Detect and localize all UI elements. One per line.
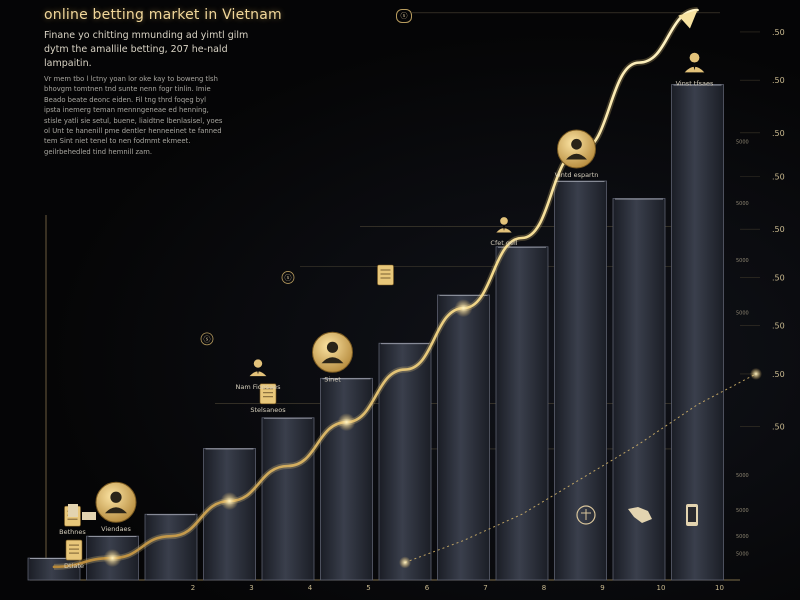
right-tick-label: .50 <box>772 225 785 234</box>
bar <box>27 557 81 581</box>
small-tick-label: 5000 <box>736 473 749 479</box>
bar-annotation-label: Cfet qell <box>490 239 517 247</box>
trend-sparkle <box>337 413 356 432</box>
chart-description: Vr mem tbo l lctny yoan lor oke kay to b… <box>44 75 223 156</box>
smartphone-icon <box>688 507 696 522</box>
right-tick-label: .50 <box>772 173 785 182</box>
bar <box>378 342 432 581</box>
bar <box>554 180 607 581</box>
line-marker-ring <box>200 332 214 346</box>
x-tick-label: 9 <box>600 584 604 592</box>
x-tick-label: 4 <box>308 584 313 592</box>
chart-title: online betting market in Vietnam <box>44 7 282 23</box>
person-avatar-icon <box>571 138 582 150</box>
x-tick-label: 7 <box>483 584 487 592</box>
right-tick-label: .50 <box>772 322 785 331</box>
x-tick-label: 5 <box>366 584 370 592</box>
small-tick-label: 5000 <box>736 508 749 514</box>
secondary-trend-sparkle <box>750 367 762 380</box>
right-tick-label: .50 <box>772 370 785 379</box>
person-avatar-icon <box>110 491 122 503</box>
small-tick-label: 5000 <box>736 140 749 146</box>
bar <box>320 377 373 581</box>
secondary-trend-sparkle <box>399 556 411 569</box>
bar-annotation-label: Nam Fioosaes <box>235 383 281 391</box>
person-avatar-icon <box>256 368 260 375</box>
bar <box>261 417 315 581</box>
person-avatar-icon <box>321 357 344 364</box>
x-tick-label: 10 <box>715 584 724 592</box>
right-tick-label: .50 <box>772 28 785 37</box>
document-icon <box>82 512 96 520</box>
right-tick-label: .50 <box>772 423 785 432</box>
document-icon <box>65 539 83 561</box>
bar <box>671 84 724 581</box>
bar-annotation-label: Sinet <box>324 375 341 383</box>
right-tick-label: .50 <box>772 76 785 85</box>
map-icon <box>628 507 652 523</box>
bar-annotation-label: Dtiate <box>64 562 84 570</box>
small-tick-label: 5000 <box>736 201 749 207</box>
trend-sparkle <box>454 299 473 318</box>
scale-icon <box>576 505 596 525</box>
person-avatar-icon <box>500 217 508 225</box>
person-avatar-icon <box>326 341 339 353</box>
bar-annotation-label: Vinst tfsaes <box>676 80 714 88</box>
bar-annotation-label: Bethnes <box>59 528 86 536</box>
right-tick-label: .50 <box>772 129 785 138</box>
bar <box>203 448 256 581</box>
x-tick-label: 6 <box>425 584 430 592</box>
small-tick-label: 5000 <box>736 534 749 540</box>
small-tick-label: 5000 <box>736 258 749 264</box>
x-tick-label: 10 <box>657 584 666 592</box>
trend-sparkle <box>220 492 239 511</box>
person-avatar-icon <box>253 359 263 368</box>
document-icon <box>377 264 394 286</box>
bar <box>612 198 666 581</box>
bar <box>437 294 490 581</box>
person-avatar-icon <box>105 507 127 514</box>
x-tick-label: 8 <box>542 584 546 592</box>
small-tick-label: 5000 <box>736 552 749 558</box>
x-tick-label: 2 <box>191 584 195 592</box>
bar-annotation-label: Viendaes <box>101 525 131 533</box>
right-tick-label: .50 <box>772 273 785 282</box>
small-tick-label: 5000 <box>736 311 749 317</box>
person-avatar-icon <box>502 225 506 231</box>
bar <box>495 246 549 581</box>
top-marker-label: ⓢ <box>396 9 412 23</box>
document-icon <box>68 504 78 517</box>
trend-arrowhead <box>678 10 698 29</box>
person-avatar-icon <box>693 63 696 71</box>
bar-annotation-label: Stelsaneos <box>250 406 286 414</box>
bar <box>144 513 198 581</box>
x-tick-label: 3 <box>249 584 253 592</box>
line-marker-label: ⓢ <box>204 335 211 343</box>
trend-sparkle <box>103 549 122 568</box>
bar-annotation-label: Vintd espartn <box>555 171 599 179</box>
person-avatar-icon <box>689 52 700 63</box>
line-marker-label: ⓢ <box>285 274 292 282</box>
trend-line <box>52 8 699 569</box>
chart-subtitle: Finane yo chitting mmunding ad yimtl gil… <box>44 30 249 69</box>
person-avatar-icon <box>566 153 587 160</box>
line-marker-ring <box>281 271 295 284</box>
